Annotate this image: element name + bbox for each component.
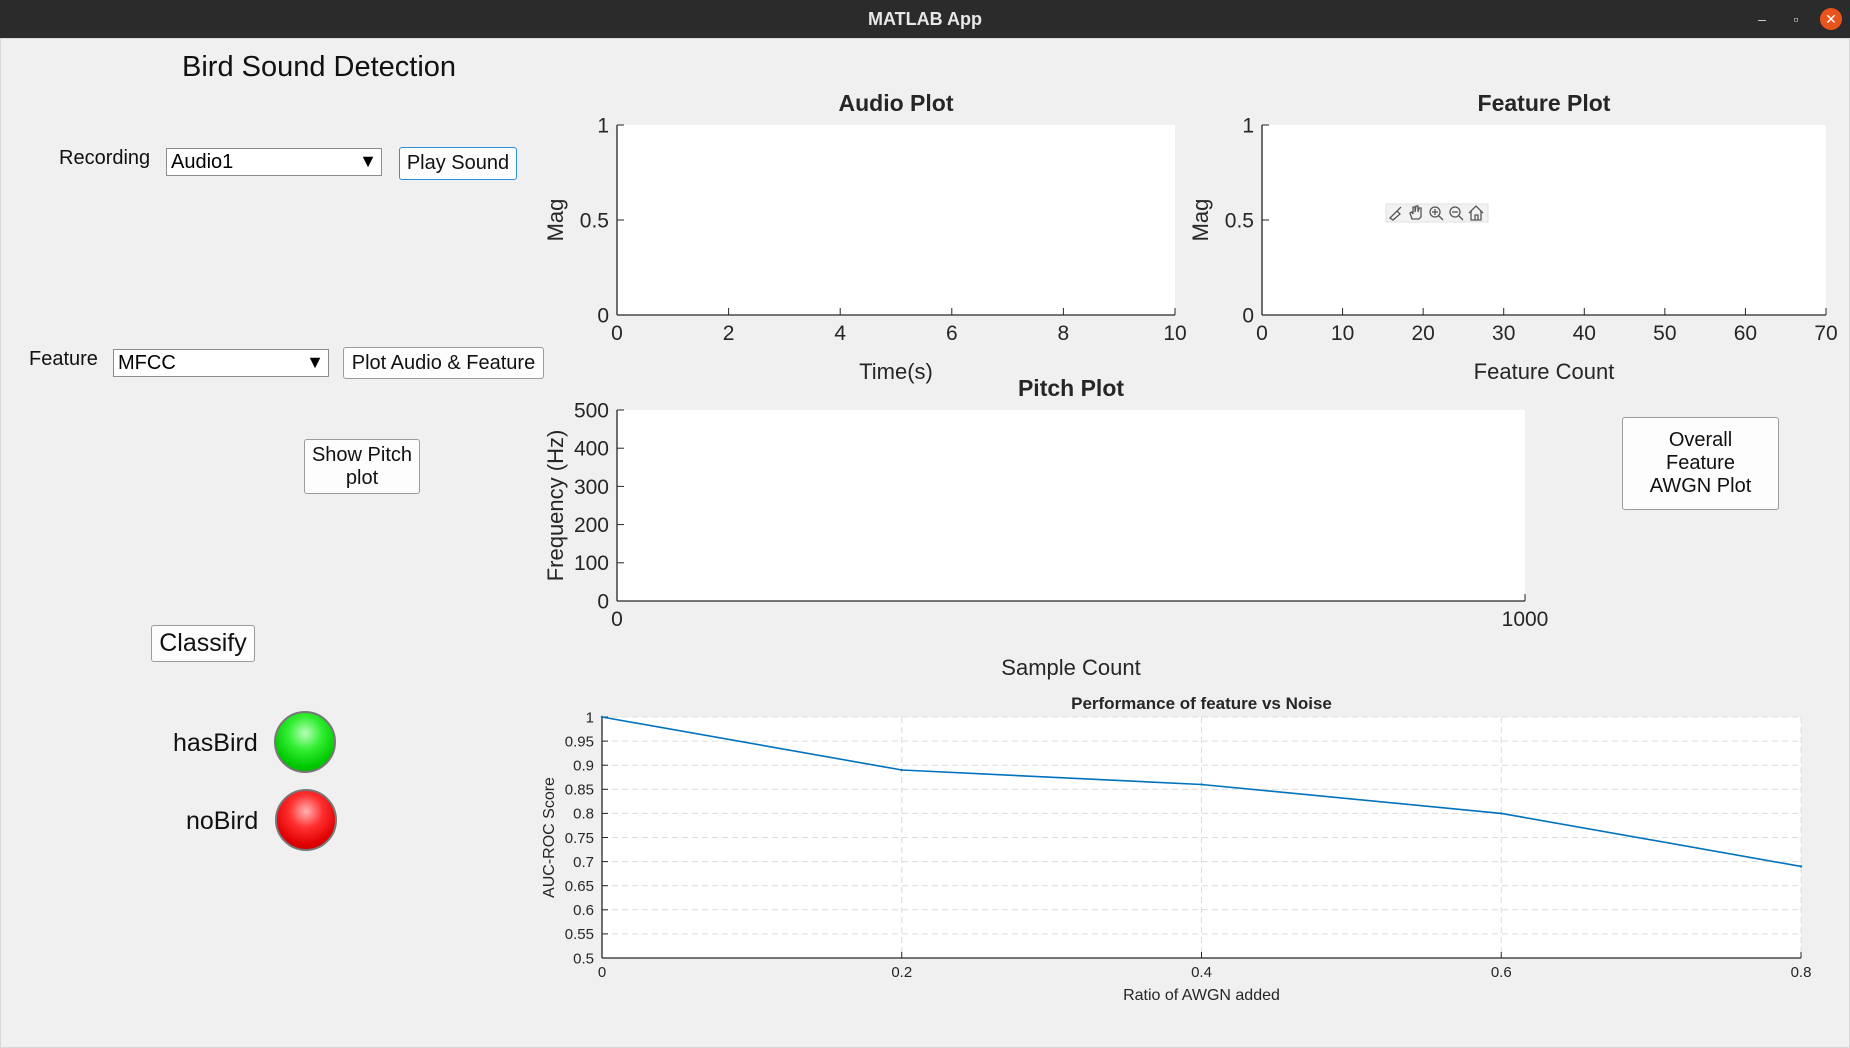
plot-area	[617, 410, 1525, 601]
x-tick-label: 10	[1163, 322, 1186, 345]
y-tick-label: 1	[586, 709, 594, 726]
chart-title: Feature Plot	[1478, 90, 1611, 116]
x-axis-label: Feature Count	[1474, 359, 1615, 384]
x-tick-label: 70	[1814, 322, 1837, 345]
feature-selected-value: MFCC	[118, 352, 176, 374]
x-tick-label: 0.8	[1791, 964, 1812, 981]
x-tick-label: 0	[1256, 322, 1268, 345]
x-tick-label: 2	[723, 322, 735, 345]
axes-toolbar-background	[1385, 203, 1489, 223]
has-bird-lamp	[274, 711, 336, 773]
brush-icon[interactable]	[1388, 206, 1402, 221]
y-tick-label: 200	[574, 514, 609, 537]
feature-label: Feature	[29, 348, 98, 370]
data-point	[1500, 812, 1503, 815]
plot-audio-feature-button[interactable]: Plot Audio & Feature	[343, 347, 544, 379]
x-axis-label: Ratio of AWGN added	[1123, 987, 1280, 1004]
data-point	[1799, 865, 1803, 868]
y-tick-label: 0.75	[565, 830, 594, 847]
y-tick-label: 0.8	[573, 806, 594, 823]
y-tick-label: 0.55	[565, 926, 594, 943]
zoom-in-icon[interactable]	[1429, 206, 1444, 221]
y-tick-label: 0	[597, 304, 609, 327]
y-tick-label: 0.5	[580, 209, 609, 232]
y-axis-label: Mag	[543, 199, 568, 242]
y-tick-label: 0.7	[573, 854, 594, 871]
recording-dropdown[interactable]: Audio1 ▼	[166, 148, 382, 176]
window-titlebar: MATLAB App – ▫ ✕	[0, 0, 1850, 38]
play-sound-button[interactable]: Play Sound	[399, 147, 517, 180]
data-point	[1200, 783, 1203, 786]
chevron-down-icon: ▼	[359, 151, 377, 171]
show-pitch-plot-button[interactable]: Show Pitch plot	[304, 439, 420, 494]
y-tick-label: 1	[597, 114, 609, 137]
zoom-out-icon[interactable]	[1449, 206, 1464, 221]
no-bird-label: noBird	[186, 807, 259, 835]
home-icon[interactable]	[1468, 205, 1484, 221]
y-tick-label: 0.5	[573, 950, 594, 967]
y-tick-label: 0.6	[573, 902, 594, 919]
data-point	[600, 715, 604, 719]
x-tick-label: 30	[1492, 322, 1515, 345]
y-tick-label: 0.85	[565, 782, 594, 799]
x-tick-label: 0	[598, 964, 606, 981]
x-tick-label: 6	[946, 322, 958, 345]
performance-plot[interactable]: 0 0.2 0.4 0.6 0.8 0.5 0.55 0.6 0.65 0.7 0.75 0.8 0.8…	[541, 694, 1811, 1004]
plot-area	[617, 125, 1175, 315]
y-tick-label: 0	[597, 590, 609, 613]
recording-label: Recording	[59, 147, 151, 169]
x-tick-label: 4	[834, 322, 846, 345]
chart-title: Audio Plot	[839, 90, 954, 116]
feature-dropdown[interactable]: MFCC ▼	[113, 349, 329, 377]
x-tick-label: 10	[1331, 322, 1354, 345]
x-tick-label: 8	[1058, 322, 1070, 345]
x-axis-label: Time(s)	[859, 359, 933, 384]
pan-icon[interactable]	[1409, 205, 1422, 220]
x-tick-label: 60	[1734, 322, 1757, 345]
x-tick-label: 0	[611, 322, 623, 345]
y-tick-label: 0.5	[1225, 209, 1254, 232]
y-tick-label: 0.9	[573, 757, 594, 774]
y-tick-label: 0.95	[565, 733, 594, 750]
y-axis-label: Mag	[1188, 199, 1213, 242]
data-point	[900, 768, 903, 772]
audio-plot[interactable]: 0 2 4 6 8 10 0 0.5 1 Audio Plot Time(s) Mag	[543, 90, 1187, 384]
chart-title: Pitch Plot	[1018, 375, 1124, 401]
plot-area	[1262, 125, 1826, 315]
x-tick-label: 0	[611, 608, 623, 631]
x-tick-label: 20	[1411, 322, 1434, 345]
y-tick-label: 300	[574, 476, 609, 499]
x-tick-label: 0.6	[1491, 964, 1512, 981]
feature-plot[interactable]: 0 10 20 30 40 50 60 70 0 0.5 1 Feature Plot Feature …	[1188, 90, 1838, 384]
x-tick-label: 0.4	[1191, 964, 1212, 981]
app-heading: Bird Sound Detection	[182, 51, 457, 83]
y-tick-label: 100	[574, 552, 609, 575]
x-axis-label: Sample Count	[1001, 655, 1140, 680]
x-tick-label: 0.2	[891, 964, 912, 981]
pitch-plot[interactable]: 0 1000 0 100 200 300 400 500 Pitch Plot Sample Co…	[543, 375, 1548, 680]
y-axis-label: Frequency (Hz)	[543, 430, 568, 582]
overall-feature-awgn-plot-button[interactable]: Overall Feature AWGN Plot	[1622, 417, 1779, 510]
chart-title: Performance of feature vs Noise	[1071, 694, 1332, 713]
y-tick-label: 0	[1242, 304, 1254, 327]
no-bird-lamp	[275, 789, 337, 851]
close-button[interactable]: ✕	[1820, 8, 1842, 30]
recording-selected-value: Audio1	[171, 151, 234, 173]
axes-toolbar[interactable]	[1385, 203, 1489, 223]
y-tick-label: 0.65	[565, 878, 594, 895]
has-bird-label: hasBird	[173, 729, 258, 757]
y-tick-label: 1	[1242, 114, 1254, 137]
classify-button[interactable]: Classify	[151, 625, 255, 662]
minimize-button[interactable]: –	[1758, 11, 1766, 27]
x-tick-label: 1000	[1502, 608, 1549, 631]
x-tick-label: 40	[1573, 322, 1596, 345]
y-axis-label: AUC-ROC Score	[541, 777, 558, 898]
y-tick-label: 500	[574, 399, 609, 422]
maximize-button[interactable]: ▫	[1793, 11, 1799, 27]
chevron-down-icon: ▼	[306, 352, 324, 372]
x-tick-label: 50	[1653, 322, 1676, 345]
window-title: MATLAB App	[868, 9, 982, 29]
y-tick-label: 400	[574, 438, 609, 461]
